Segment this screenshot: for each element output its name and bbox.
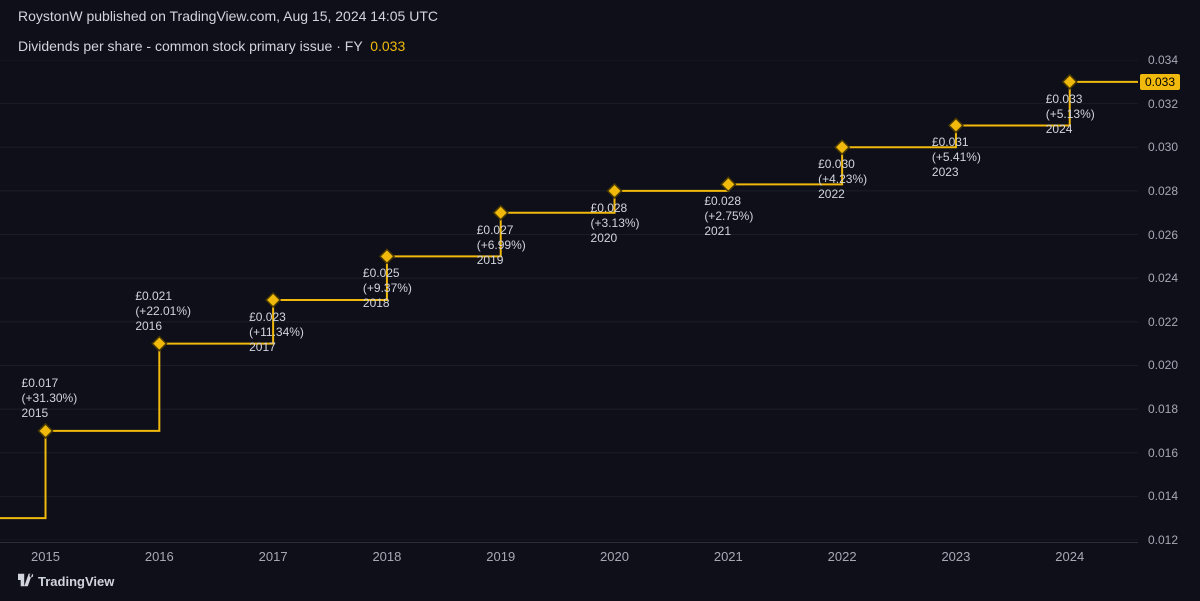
x-axis-tick: 2023 (941, 549, 970, 564)
price-axis[interactable]: 0.0340.0320.0300.0280.0260.0240.0220.020… (1140, 60, 1200, 540)
y-axis-tick: 0.016 (1148, 446, 1178, 460)
x-axis-tick: 2015 (31, 549, 60, 564)
data-point-label: £0.031(+5.41%)2023 (932, 135, 981, 180)
chart-container: RoystonW published on TradingView.com, A… (0, 0, 1200, 601)
data-point-label: £0.025(+9.37%)2018 (363, 266, 412, 311)
y-axis-tick: 0.030 (1148, 140, 1178, 154)
data-point-label: £0.021(+22.01%)2016 (135, 289, 191, 334)
x-axis-tick: 2024 (1055, 549, 1084, 564)
time-axis[interactable]: 2015 2016 2017 2018 2019 2020 2021 2022 2023 2024 (0, 542, 1138, 562)
y-axis-tick: 0.018 (1148, 402, 1178, 416)
series-title-text: Dividends per share - common stock prima… (18, 38, 362, 54)
brand-footer: TradingView (18, 572, 114, 591)
x-axis-tick: 2016 (145, 549, 174, 564)
y-axis-tick: 0.034 (1148, 53, 1178, 67)
y-axis-tick: 0.026 (1148, 228, 1178, 242)
x-axis-tick: 2022 (828, 549, 857, 564)
data-point-label: £0.017(+31.30%)2015 (22, 376, 78, 421)
y-axis-tick: 0.020 (1148, 358, 1178, 372)
chart-plot-area[interactable]: £0.017(+31.30%)2015 £0.021(+22.01%)2016 £0… (0, 60, 1138, 540)
x-axis-tick: 2021 (714, 549, 743, 564)
x-axis-tick: 2018 (372, 549, 401, 564)
x-axis-tick: 2017 (259, 549, 288, 564)
publish-info: RoystonW published on TradingView.com, A… (18, 8, 438, 24)
y-axis-tick: 0.022 (1148, 315, 1178, 329)
brand-name: TradingView (38, 574, 114, 589)
data-point-label: £0.028(+2.75%)2021 (704, 194, 753, 239)
x-axis-tick: 2020 (600, 549, 629, 564)
y-axis-tick: 0.012 (1148, 533, 1178, 547)
y-axis-current-marker: 0.033 (1140, 74, 1180, 90)
tradingview-logo-icon (18, 572, 34, 591)
x-axis-tick: 2019 (486, 549, 515, 564)
data-point-label: £0.033(+5.13%)2024 (1046, 92, 1095, 137)
data-point-label: £0.030(+4.23%)2022 (818, 157, 867, 202)
y-axis-tick: 0.024 (1148, 271, 1178, 285)
series-current-value: 0.033 (366, 38, 405, 54)
data-point-label: £0.028(+3.13%)2020 (591, 201, 640, 246)
y-axis-tick: 0.032 (1148, 97, 1178, 111)
data-point-label: £0.023(+11.34%)2017 (249, 310, 304, 355)
series-title: Dividends per share - common stock prima… (18, 38, 405, 54)
y-axis-tick: 0.014 (1148, 489, 1178, 503)
data-point-label: £0.027(+6.99%)2019 (477, 223, 526, 268)
y-axis-tick: 0.028 (1148, 184, 1178, 198)
